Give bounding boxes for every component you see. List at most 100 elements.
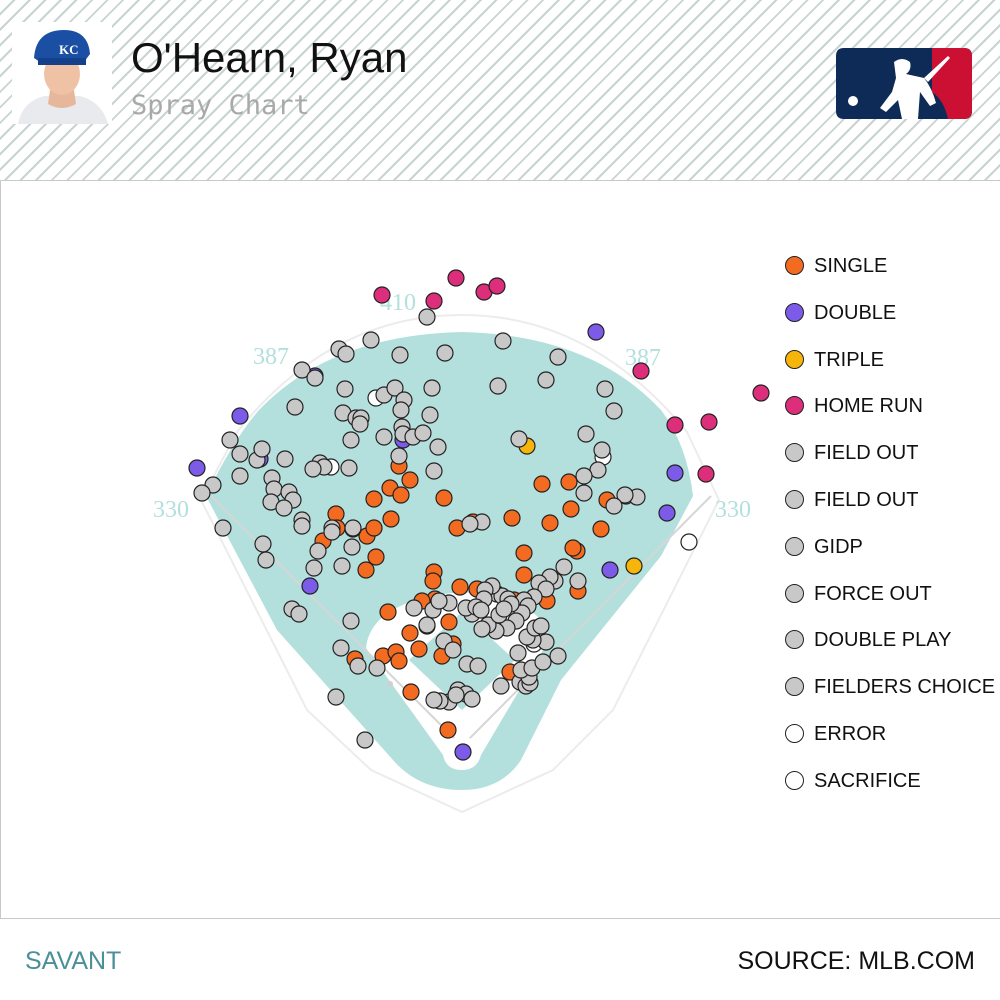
- out-point: [430, 592, 448, 610]
- legend-item: FIELD OUT: [784, 488, 1000, 537]
- distance-label-left-field: 330: [153, 497, 189, 523]
- single-point: [515, 544, 533, 562]
- double-point: [587, 323, 605, 341]
- out-point: [447, 686, 465, 704]
- double-point: [601, 561, 619, 579]
- out-point: [616, 486, 634, 504]
- out-point: [495, 600, 513, 618]
- single-point: [564, 539, 582, 557]
- legend-swatch-icon: [785, 770, 804, 790]
- out-point: [549, 348, 567, 366]
- single-point: [515, 566, 533, 584]
- double-point: [454, 743, 472, 761]
- out-point: [425, 462, 443, 480]
- out-point: [340, 459, 358, 477]
- out-point: [349, 657, 367, 675]
- out-point: [257, 551, 275, 569]
- single-point: [562, 500, 580, 518]
- triple-point: [625, 557, 643, 575]
- legend-label: HOME RUN: [814, 395, 923, 418]
- home-run-point: [488, 277, 506, 295]
- legend-swatch-icon: [785, 630, 804, 650]
- single-point: [439, 721, 457, 739]
- team-logo-icon: KC: [59, 42, 79, 57]
- legend-label: FIELDERS CHOICE OUT: [814, 676, 1000, 699]
- double-point: [301, 577, 319, 595]
- out-point: [444, 641, 462, 659]
- foul-line-right: [461, 495, 712, 747]
- out-point: [534, 653, 552, 671]
- out-point: [332, 639, 350, 657]
- double-point: [666, 464, 684, 482]
- legend-label: DOUBLE: [814, 301, 897, 324]
- legend-item: FORCE OUT: [784, 583, 1000, 631]
- out-point: [418, 616, 436, 634]
- chart-header: KC O'Hearn, Ryan Spray Chart: [0, 0, 1000, 181]
- out-point: [575, 467, 593, 485]
- out-point: [489, 377, 507, 395]
- out-point: [356, 731, 374, 749]
- out-point: [193, 484, 211, 502]
- player-headshot-image: KC: [18, 30, 108, 124]
- out-point: [461, 515, 479, 533]
- out-point: [368, 659, 386, 677]
- legend-item: SINGLE: [784, 256, 1000, 303]
- out-point: [342, 431, 360, 449]
- single-point: [533, 475, 551, 493]
- out-point: [510, 430, 528, 448]
- out-point: [344, 519, 362, 537]
- out-point: [253, 440, 271, 458]
- out-point: [469, 657, 487, 675]
- out-point: [333, 557, 351, 575]
- legend-item: DOUBLE PLAY: [784, 629, 1000, 677]
- out-point: [423, 379, 441, 397]
- single-point: [440, 613, 458, 631]
- out-point: [305, 559, 323, 577]
- home-run-point: [752, 384, 770, 402]
- legend-swatch-icon: [785, 489, 804, 509]
- savant-brand-label: SAVANT: [25, 947, 122, 975]
- legend-swatch-icon: [785, 396, 804, 416]
- single-point: [435, 489, 453, 507]
- out-point: [304, 460, 322, 478]
- source-label: SOURCE: MLB.COM: [737, 947, 975, 975]
- single-point: [410, 640, 428, 658]
- out-point: [254, 535, 272, 553]
- out-point: [386, 379, 404, 397]
- distance-label-left-center: 387: [253, 344, 289, 370]
- out-point: [276, 450, 294, 468]
- out-point: [532, 617, 550, 635]
- player-headshot: KC: [12, 22, 112, 124]
- out-point: [323, 523, 341, 541]
- spray-chart-area: 410 387 387 330 330 SINGLE DOUBLE TRIPLE HO…: [0, 181, 1000, 918]
- legend-item: ERROR: [784, 722, 1000, 771]
- out-point: [293, 517, 311, 535]
- ballpark-outline: [199, 313, 721, 814]
- single-point: [560, 473, 578, 491]
- single-point: [379, 603, 397, 621]
- out-point: [231, 467, 249, 485]
- legend-swatch-icon: [785, 443, 804, 463]
- single-point: [424, 572, 442, 590]
- out-point: [537, 580, 555, 598]
- legend-swatch-icon: [785, 256, 804, 275]
- out-point: [375, 428, 393, 446]
- chart-footer: SAVANT SOURCE: MLB.COM: [0, 918, 1000, 1000]
- out-point: [362, 331, 380, 349]
- single-point: [382, 510, 400, 528]
- single-point: [402, 683, 420, 701]
- legend-label: ERROR: [814, 722, 887, 745]
- legend-label: GIDP: [814, 535, 863, 558]
- legend-label: FIELD OUT: [814, 488, 919, 511]
- out-point: [343, 538, 361, 556]
- single-point: [541, 514, 559, 532]
- foul-line-left: [210, 495, 463, 747]
- single-point: [401, 471, 419, 489]
- out-point: [569, 572, 587, 590]
- out-point: [414, 424, 432, 442]
- single-point: [503, 509, 521, 527]
- legend-item: FIELDERS CHOICE OUT: [784, 676, 1000, 724]
- legend-item: TRIPLE: [784, 349, 1000, 397]
- error-point: [680, 533, 698, 551]
- player-name: O'Hearn, Ryan: [131, 34, 408, 81]
